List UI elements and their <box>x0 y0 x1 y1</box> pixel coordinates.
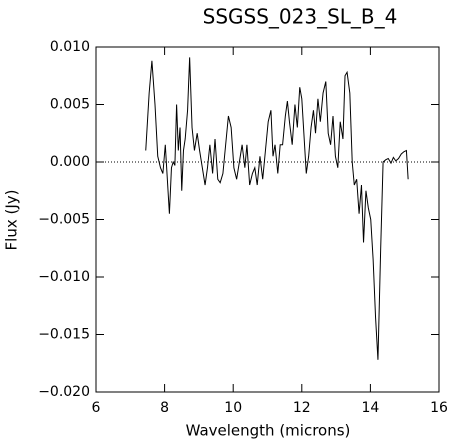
y-tick-label: −0.010 <box>38 269 90 285</box>
x-axis-label: Wavelength (microns) <box>186 422 351 440</box>
x-tick-label: 6 <box>92 400 101 416</box>
y-tick-label: −0.015 <box>38 327 90 343</box>
x-tick-label: 14 <box>361 400 379 416</box>
x-tick-label: 16 <box>430 400 448 416</box>
y-tick-label: 0.005 <box>50 97 90 113</box>
y-axis-label: Flux (Jy) <box>3 190 21 251</box>
x-tick-label: 12 <box>293 400 311 416</box>
y-tick-label: −0.020 <box>38 384 90 400</box>
y-tick-label: −0.005 <box>38 212 90 228</box>
y-tick-label: 0.000 <box>50 154 90 170</box>
x-tick-label: 8 <box>160 400 169 416</box>
plot-frame <box>95 46 440 393</box>
y-tick-label: 0.010 <box>50 39 90 55</box>
chart-title: SSGSS_023_SL_B_4 <box>203 5 398 29</box>
x-tick-label: 10 <box>224 400 242 416</box>
data-line <box>145 57 409 360</box>
